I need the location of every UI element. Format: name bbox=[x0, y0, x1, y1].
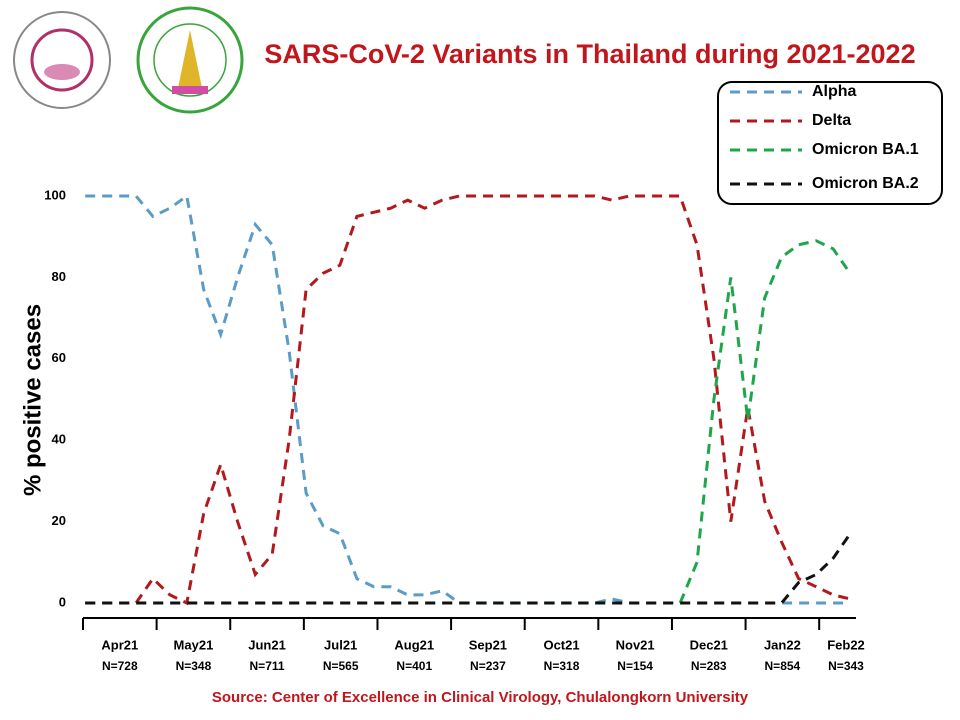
y-tick-label: 80 bbox=[52, 269, 66, 284]
legend-label: Omicron BA.2 bbox=[812, 175, 919, 192]
x-tick-label: Dec21 bbox=[690, 637, 728, 652]
chart-title: SARS-CoV-2 Variants in Thailand during 2… bbox=[264, 39, 915, 69]
source-note: Source: Center of Excellence in Clinical… bbox=[212, 689, 749, 706]
sample-size-label: N=318 bbox=[544, 659, 580, 673]
x-tick-label: Apr21 bbox=[101, 637, 138, 652]
logo-mark bbox=[30, 28, 94, 92]
sample-size-label: N=343 bbox=[828, 659, 864, 673]
legend-label: Omicron BA.1 bbox=[812, 141, 919, 158]
legend-label: Alpha bbox=[812, 83, 857, 100]
sample-size-label: N=283 bbox=[691, 659, 727, 673]
y-tick-label: 100 bbox=[44, 187, 66, 202]
sample-size-label: N=565 bbox=[323, 659, 359, 673]
x-tick-label: Oct21 bbox=[543, 637, 579, 652]
logo-ring bbox=[13, 11, 111, 109]
sample-size-label: N=728 bbox=[102, 659, 138, 673]
y-tick-label: 0 bbox=[59, 594, 66, 609]
logo-right bbox=[136, 6, 244, 114]
sample-size-label: N=348 bbox=[176, 659, 212, 673]
x-tick-label: Feb22 bbox=[827, 637, 865, 652]
series-line bbox=[85, 532, 852, 605]
x-tick-label: Aug21 bbox=[394, 637, 434, 652]
sample-size-label: N=854 bbox=[765, 659, 801, 673]
legend-box bbox=[717, 81, 943, 205]
sample-size-label: N=711 bbox=[250, 659, 285, 673]
x-tick-label: Jun21 bbox=[248, 637, 286, 652]
y-tick-label: 60 bbox=[52, 350, 66, 365]
series-line bbox=[85, 194, 851, 606]
y-axis-title: % positive cases bbox=[19, 304, 46, 496]
logo-mark bbox=[178, 30, 202, 88]
x-tick-label: May21 bbox=[174, 637, 214, 652]
x-tick-label: Jan22 bbox=[764, 637, 801, 652]
logo-mark bbox=[172, 86, 208, 94]
legend-label: Delta bbox=[812, 112, 851, 129]
y-tick-label: 40 bbox=[52, 432, 66, 447]
sample-size-label: N=154 bbox=[617, 659, 653, 673]
x-tick-label: Sep21 bbox=[469, 637, 507, 652]
logo-left bbox=[13, 11, 111, 109]
logo-mark bbox=[44, 64, 80, 80]
sample-size-label: N=237 bbox=[470, 659, 506, 673]
x-tick-label: Jul21 bbox=[324, 637, 357, 652]
sample-size-label: N=401 bbox=[396, 659, 432, 673]
y-tick-label: 20 bbox=[52, 513, 66, 528]
x-tick-label: Nov21 bbox=[616, 637, 655, 652]
